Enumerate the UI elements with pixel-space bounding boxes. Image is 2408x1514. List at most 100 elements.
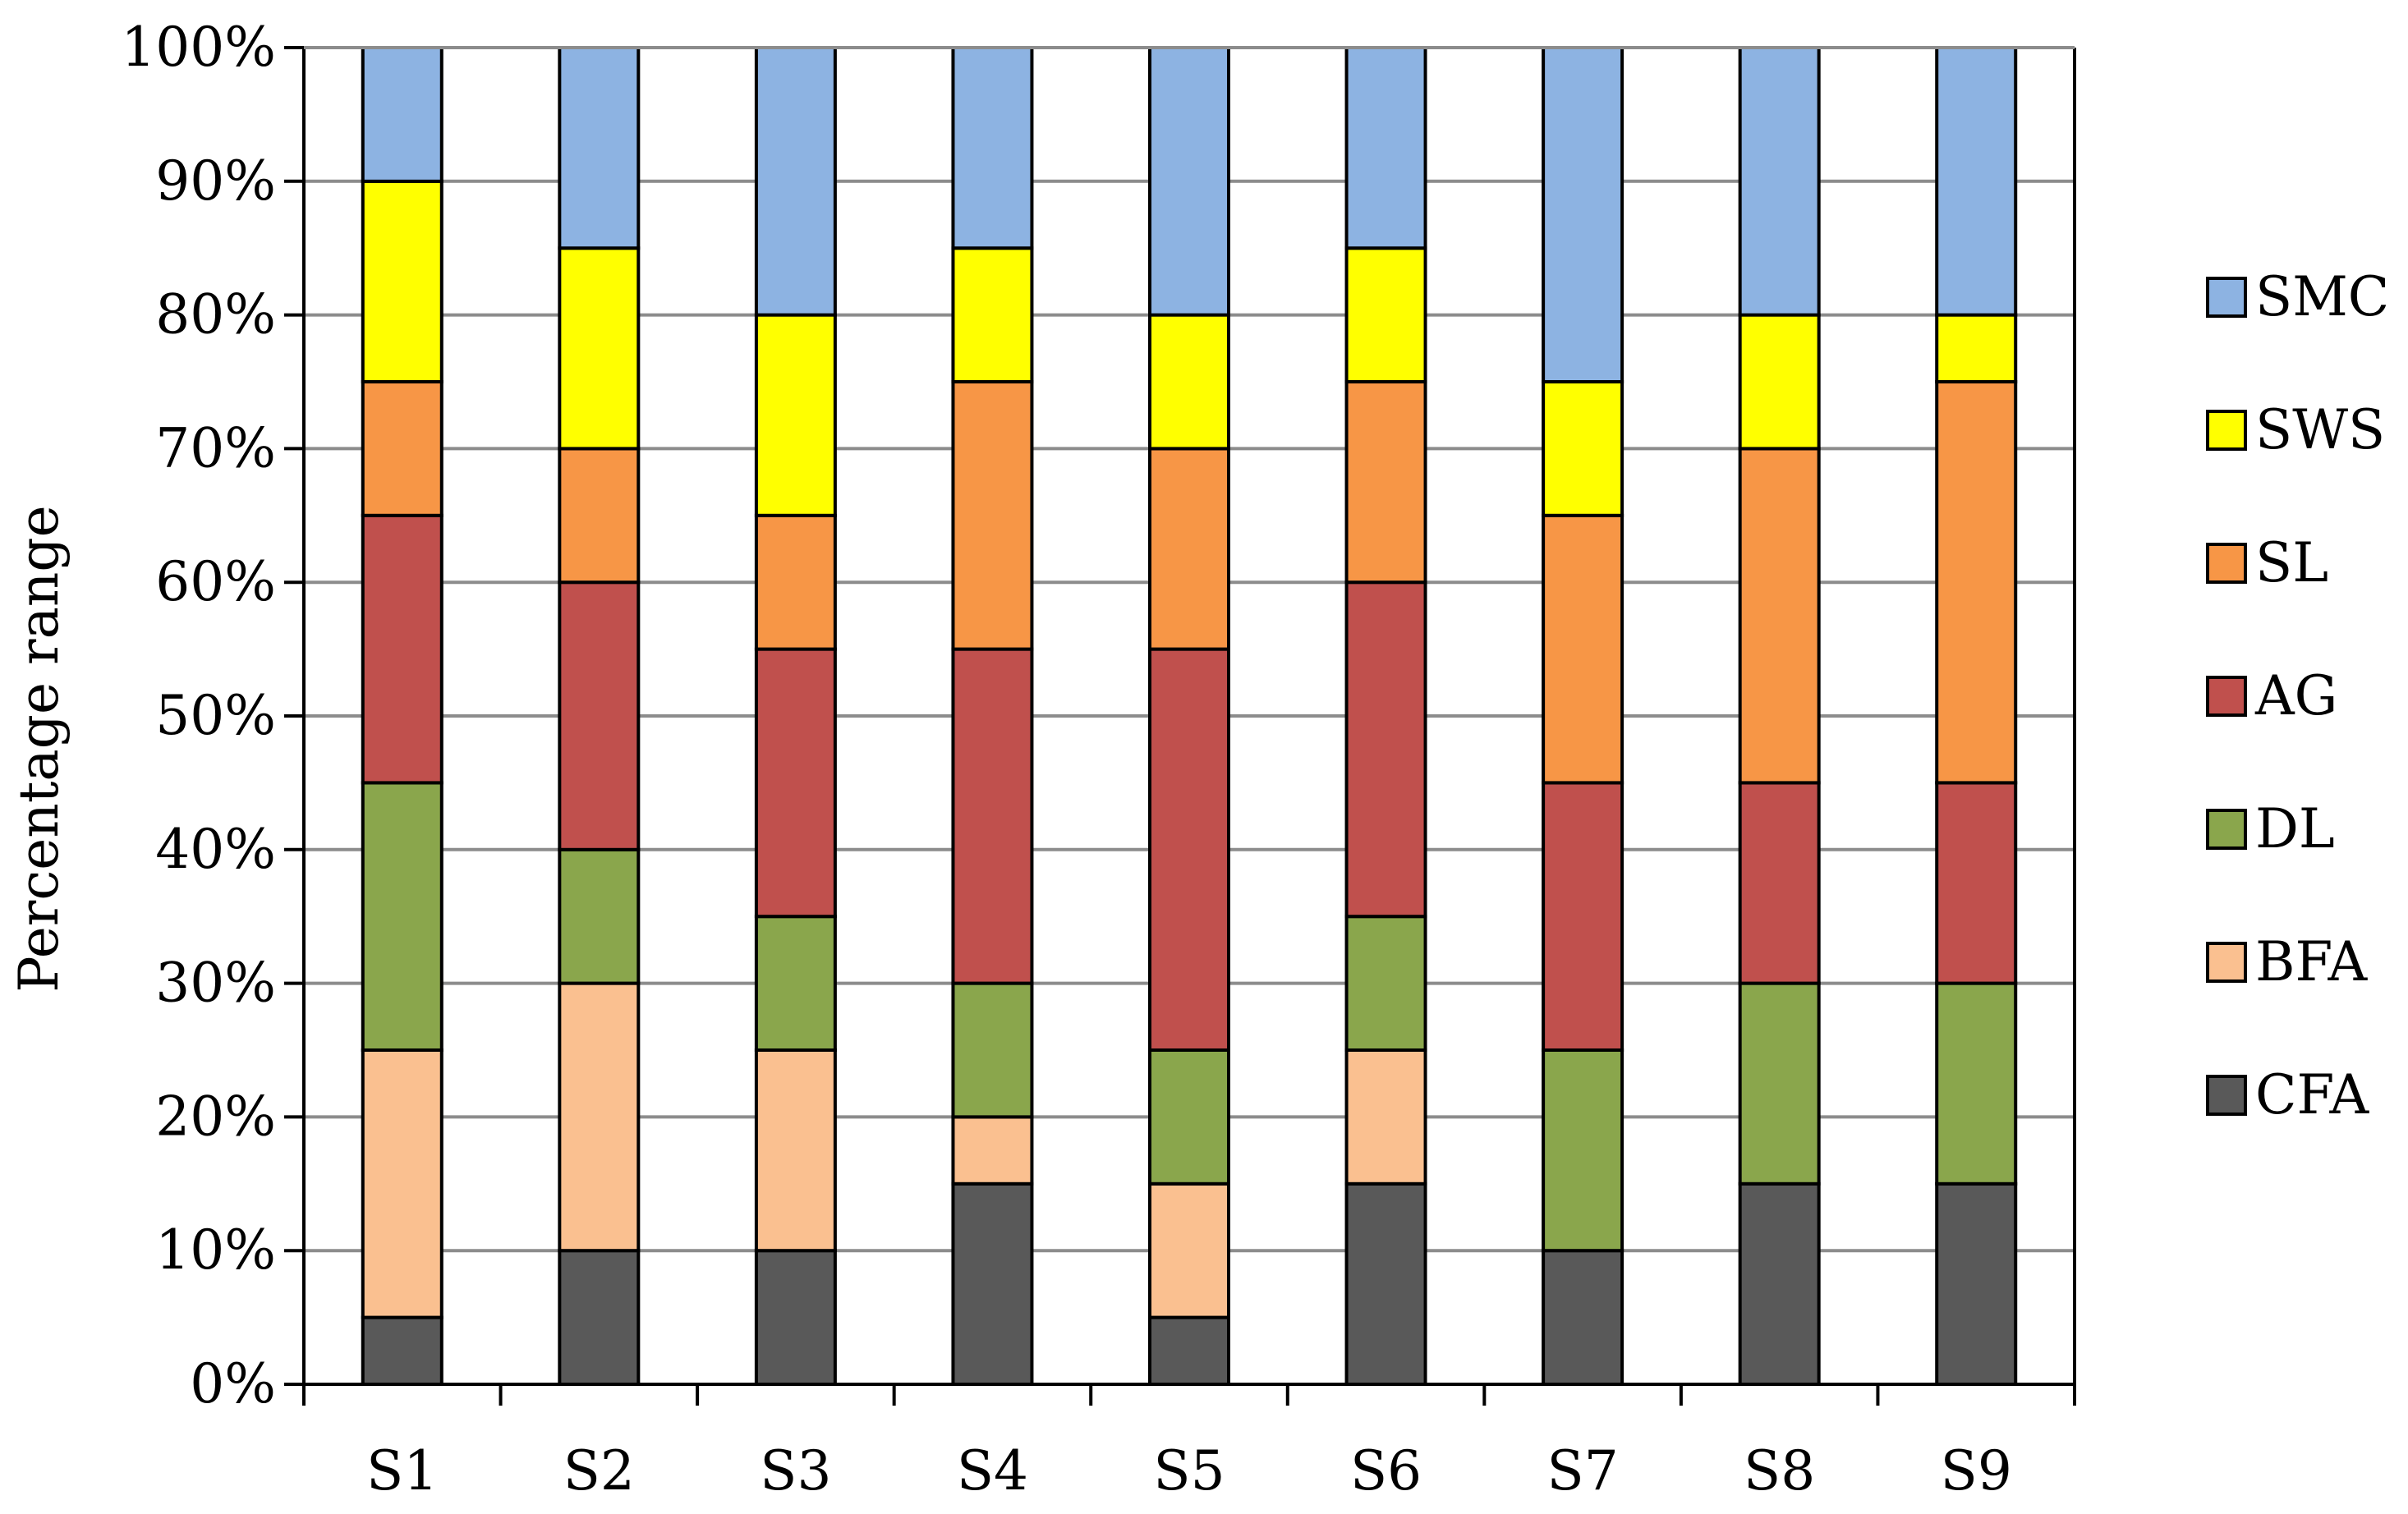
bar-segment-cfa-s6 — [1344, 1181, 1427, 1387]
bar-segment-smc-s3 — [754, 46, 837, 317]
bar-segment-cfa-s5 — [1148, 1315, 1230, 1386]
bar-segment-bfa-s1 — [361, 1048, 443, 1319]
bar-segment-sl-s3 — [754, 513, 837, 651]
bar-segment-bfa-s4 — [951, 1115, 1034, 1186]
x-tick-label: S1 — [366, 1439, 438, 1503]
bar-segment-ag-s9 — [1935, 781, 2018, 985]
legend-label: AG — [2254, 664, 2337, 727]
bar-segment-sl-s2 — [558, 447, 641, 585]
legend-item-dl: DL — [2206, 797, 2335, 860]
bar-segment-cfa-s9 — [1935, 1181, 2018, 1387]
bar-segment-ag-s4 — [951, 647, 1034, 985]
bar-segment-sl-s6 — [1344, 380, 1427, 585]
x-tick-label: S6 — [1350, 1439, 1422, 1503]
x-tick-label: S9 — [1941, 1439, 2012, 1503]
x-tick-label: S7 — [1547, 1439, 1619, 1503]
bar-segment-sws-s6 — [1344, 246, 1427, 384]
bar-segment-sl-s5 — [1148, 447, 1230, 651]
legend-label: SWS — [2255, 398, 2385, 461]
bar-segment-sl-s4 — [951, 380, 1034, 651]
bar-segment-ag-s7 — [1542, 781, 1624, 1053]
legend-item-ag: AG — [2206, 664, 2337, 727]
legend: SMC SWS SL AG DL BFA CFA — [2206, 265, 2389, 1126]
bar-segment-dl-s4 — [951, 981, 1034, 1119]
bar-segment-smc-s5 — [1148, 46, 1230, 317]
legend-label: CFA — [2255, 1063, 2370, 1126]
x-tick-label: S3 — [760, 1439, 831, 1503]
bar-segment-smc-s8 — [1738, 46, 1821, 317]
bar-segment-cfa-s8 — [1738, 1181, 1821, 1387]
bar-segment-dl-s1 — [361, 781, 443, 1053]
bar-segment-sws-s5 — [1148, 313, 1230, 451]
bar-segment-dl-s6 — [1344, 915, 1427, 1052]
bar-segment-bfa-s2 — [558, 981, 641, 1253]
bar-segment-smc-s6 — [1344, 46, 1427, 250]
legend-label: DL — [2255, 797, 2335, 860]
x-tick-label: S2 — [563, 1439, 635, 1503]
bar-segment-sl-s1 — [361, 380, 443, 517]
y-tick-label: 80% — [155, 283, 276, 346]
bar-segment-smc-s1 — [361, 46, 443, 183]
x-tick-label: S8 — [1744, 1439, 1815, 1503]
y-tick-label: 10% — [155, 1218, 276, 1282]
y-tick-label: 60% — [155, 550, 276, 613]
legend-item-cfa: CFA — [2206, 1063, 2370, 1126]
x-tick-label: S4 — [957, 1439, 1028, 1503]
bar-segment-bfa-s3 — [754, 1048, 837, 1253]
bars — [361, 46, 2018, 1387]
legend-swatch — [2206, 1075, 2247, 1116]
bar-segment-smc-s2 — [558, 46, 641, 250]
legend-label: BFA — [2255, 930, 2369, 993]
bar-segment-cfa-s4 — [951, 1181, 1034, 1387]
legend-item-sl: SL — [2206, 531, 2328, 594]
y-tick-label: 70% — [155, 416, 276, 479]
y-tick-label: 0% — [190, 1352, 276, 1415]
bar-segment-ag-s8 — [1738, 781, 1821, 985]
bar-segment-sl-s9 — [1935, 380, 2018, 785]
bar-segment-sws-s8 — [1738, 313, 1821, 451]
bar-segment-sws-s1 — [361, 179, 443, 383]
legend-swatch — [2206, 676, 2247, 717]
bar-segment-cfa-s1 — [361, 1315, 443, 1386]
bar-segment-dl-s9 — [1935, 981, 2018, 1186]
bar-segment-smc-s4 — [951, 46, 1034, 250]
bar-segment-smc-s7 — [1542, 46, 1624, 383]
legend-label: SMC — [2255, 265, 2389, 328]
x-tick-label: S5 — [1153, 1439, 1225, 1503]
legend-item-bfa: BFA — [2206, 930, 2369, 993]
legend-item-sws: SWS — [2206, 398, 2385, 461]
bar-segment-sws-s3 — [754, 313, 837, 517]
bar-segment-ag-s1 — [361, 513, 443, 785]
bar-segment-sl-s7 — [1542, 513, 1624, 785]
bar-segment-sws-s7 — [1542, 380, 1624, 517]
bar-segment-ag-s2 — [558, 580, 641, 851]
y-tick-label: 40% — [155, 818, 276, 881]
bar-segment-ag-s5 — [1148, 647, 1230, 1052]
bar-segment-bfa-s5 — [1148, 1181, 1230, 1319]
bar-segment-ag-s6 — [1344, 580, 1427, 919]
bar-segment-dl-s7 — [1542, 1048, 1624, 1253]
bar-segment-sws-s4 — [951, 246, 1034, 384]
bar-segment-cfa-s3 — [754, 1249, 837, 1386]
bar-segment-cfa-s2 — [558, 1249, 641, 1386]
y-tick-label: 30% — [155, 952, 276, 1015]
legend-swatch — [2206, 410, 2247, 451]
legend-swatch — [2206, 543, 2247, 584]
legend-swatch — [2206, 277, 2247, 318]
axes: 0% 10% 20% 30% 40% 50% 60% 70% 80% 90% 100% S1 S2 S3 S… — [121, 16, 2076, 1503]
bar-segment-ag-s3 — [754, 647, 837, 919]
y-axis-title: Percentage range — [7, 505, 71, 992]
bar-segment-cfa-s7 — [1542, 1249, 1624, 1386]
y-tick-label: 50% — [155, 684, 276, 747]
bar-segment-sws-s9 — [1935, 313, 2018, 384]
bar-segment-dl-s2 — [558, 847, 641, 985]
bar-segment-dl-s8 — [1738, 981, 1821, 1186]
bar-segment-dl-s3 — [754, 915, 837, 1052]
y-tick-label: 100% — [121, 16, 276, 79]
bar-segment-sl-s8 — [1738, 447, 1821, 785]
bar-segment-dl-s5 — [1148, 1048, 1230, 1186]
y-tick-label: 90% — [155, 149, 276, 213]
legend-swatch — [2206, 809, 2247, 850]
y-tick-label: 20% — [155, 1085, 276, 1148]
